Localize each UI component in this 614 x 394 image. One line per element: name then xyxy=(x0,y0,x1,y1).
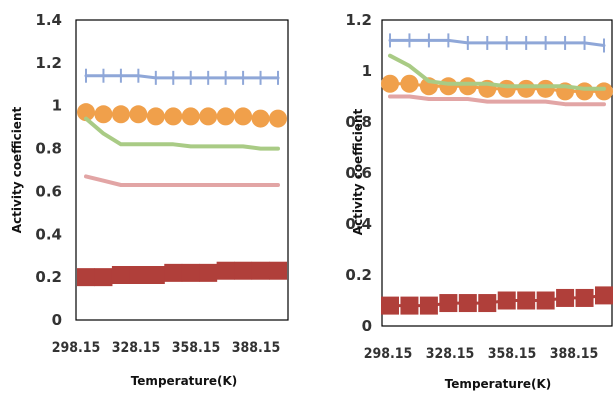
data-point xyxy=(517,291,536,310)
data-point xyxy=(146,266,165,284)
data-point xyxy=(269,261,287,280)
data-point xyxy=(439,77,458,96)
data-point xyxy=(556,288,575,307)
series xyxy=(381,286,613,315)
x-tick-label: 358.15 xyxy=(488,346,537,362)
x-tick-labels: 298.15 328.15 358.15 388.15 xyxy=(52,340,281,356)
data-point xyxy=(164,263,183,282)
series-line xyxy=(388,38,606,47)
data-point xyxy=(458,77,477,96)
data-point xyxy=(216,261,235,280)
data-point xyxy=(400,296,419,315)
x-tick-label: 358.15 xyxy=(172,340,221,356)
data-point xyxy=(146,107,165,126)
data-point xyxy=(497,291,516,310)
series-layer xyxy=(77,68,287,287)
data-point xyxy=(269,109,287,128)
y-tick-label: 0.2 xyxy=(345,266,372,284)
data-point xyxy=(77,103,95,122)
y-tick-label: 0.4 xyxy=(345,215,372,233)
data-point xyxy=(111,105,130,124)
x-tick-label: 328.15 xyxy=(112,340,161,356)
series xyxy=(388,94,606,107)
y-tick-label: 0.8 xyxy=(35,140,62,158)
y-tick-label: 0.6 xyxy=(35,182,62,200)
x-tick-labels: 298.15 328.15 358.15 388.15 xyxy=(364,346,599,362)
y-tick-label: 0.2 xyxy=(35,268,62,286)
data-point xyxy=(458,294,477,313)
plot-area-border xyxy=(381,19,613,327)
data-point xyxy=(575,288,594,307)
x-axis-title: Temperature(K) xyxy=(445,377,552,391)
y-tick-label: 0 xyxy=(362,317,372,335)
data-point xyxy=(199,107,218,126)
y-tick-label: 0 xyxy=(52,311,62,329)
data-point xyxy=(181,263,200,282)
series xyxy=(388,53,606,91)
x-tick-label: 328.15 xyxy=(426,346,475,362)
x-tick-label: 388.15 xyxy=(232,340,281,356)
y-tick-label: 0.8 xyxy=(345,113,372,131)
y-tick-label: 1 xyxy=(362,62,372,80)
data-point xyxy=(129,105,148,124)
data-point xyxy=(129,266,148,284)
data-point xyxy=(164,107,183,126)
data-point xyxy=(517,79,536,98)
data-point xyxy=(536,79,555,98)
y-tick-label: 1.2 xyxy=(35,54,62,72)
data-point xyxy=(234,107,253,126)
data-point xyxy=(251,109,270,128)
series-line xyxy=(84,174,280,187)
data-point xyxy=(216,107,235,126)
chart-left: 0 0.2 0.4 0.6 0.8 1 1.2 1.4 298.15 328.15 358.15 3… xyxy=(10,11,289,388)
y-tick-labels: 0 0.2 0.4 0.6 0.8 1 1.2 xyxy=(345,11,372,335)
y-tick-label: 0.6 xyxy=(345,164,372,182)
y-tick-labels: 0 0.2 0.4 0.6 0.8 1 1.2 1.4 xyxy=(35,11,62,329)
series xyxy=(77,261,287,287)
data-point xyxy=(111,266,130,284)
data-point xyxy=(478,294,497,313)
data-point xyxy=(381,296,399,315)
data-point xyxy=(400,74,419,93)
series xyxy=(388,33,606,53)
y-axis-title: Activity coefficient xyxy=(10,107,24,234)
series xyxy=(84,116,280,151)
data-point xyxy=(234,261,253,280)
series-line xyxy=(84,74,280,80)
data-point xyxy=(251,261,270,280)
data-point xyxy=(199,263,218,282)
plot-area-border xyxy=(75,19,289,321)
y-tick-label: 1 xyxy=(52,97,62,115)
data-point xyxy=(381,74,399,93)
data-point xyxy=(575,82,594,101)
x-tick-label: 298.15 xyxy=(52,340,101,356)
series xyxy=(84,68,280,85)
x-tick-label: 298.15 xyxy=(364,346,413,362)
data-point xyxy=(536,291,555,310)
chart-right: 0 0.2 0.4 0.6 0.8 1 1.2 298.15 328.15 358.15 388.… xyxy=(345,11,613,391)
y-tick-label: 1.4 xyxy=(35,11,62,29)
y-axis-title: Activity coefficient xyxy=(351,109,365,236)
data-point xyxy=(439,294,458,313)
y-tick-label: 0.4 xyxy=(35,225,62,243)
series xyxy=(84,174,280,187)
series-line xyxy=(388,94,606,107)
series xyxy=(77,103,287,128)
data-point xyxy=(595,82,613,101)
series-line xyxy=(84,116,280,151)
data-point xyxy=(181,107,200,126)
data-point xyxy=(595,286,613,305)
series-layer xyxy=(381,33,613,315)
series-line xyxy=(388,53,606,91)
data-point xyxy=(497,79,516,98)
data-point xyxy=(94,268,113,287)
data-point xyxy=(77,268,95,287)
data-point xyxy=(94,105,113,124)
y-tick-label: 1.2 xyxy=(345,11,372,29)
data-point xyxy=(419,296,438,315)
x-axis-title: Temperature(K) xyxy=(131,374,238,388)
x-tick-label: 388.15 xyxy=(550,346,599,362)
